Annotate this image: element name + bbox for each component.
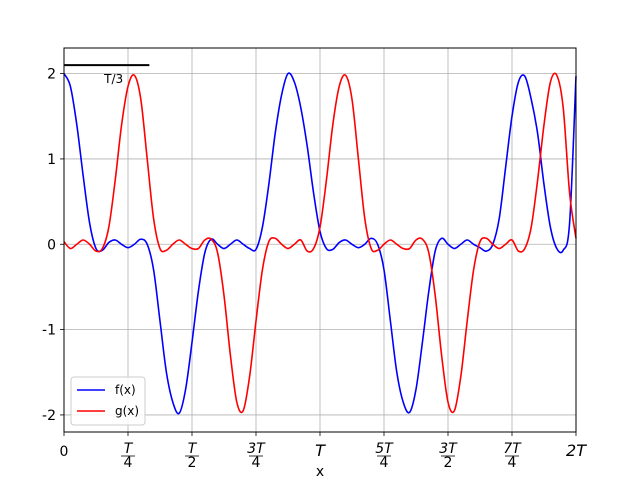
series-line-g <box>63 72 577 414</box>
legend: f(x) g(x) <box>70 376 146 426</box>
x-axis-label: x <box>316 464 324 480</box>
annotations: T/3 <box>64 64 150 86</box>
y-tick-label: 0 <box>47 237 56 253</box>
legend-box <box>70 376 146 426</box>
y-tick-label: 2 <box>47 67 56 83</box>
x-tick-label-numerator: 3T <box>247 441 266 457</box>
x-tick-label: 0 <box>60 444 69 460</box>
y-tick-label: -2 <box>42 408 56 424</box>
x-tick-label: 2T <box>566 441 587 460</box>
series-layer <box>63 72 577 415</box>
x-tick-label-numerator: 3T <box>439 441 458 457</box>
y-tick-label: -1 <box>42 323 56 339</box>
x-tick-label-numerator: 7T <box>503 441 522 457</box>
x-tick-label-denominator: 2 <box>444 455 453 471</box>
x-tick-label-denominator: 4 <box>124 455 133 471</box>
x-tick-label-denominator: 4 <box>508 455 517 471</box>
grid <box>63 48 577 432</box>
x-tick-label-denominator: 2 <box>188 455 197 471</box>
period-marker-label: T/3 <box>103 72 123 86</box>
legend-label-g: g(x) <box>115 404 139 418</box>
x-tick-label-numerator: T <box>124 441 134 457</box>
x-tick-label-denominator: 4 <box>380 455 389 471</box>
x-tick-label-numerator: 5T <box>375 441 394 457</box>
x-tick-label-numerator: T <box>188 441 198 457</box>
x-tick-label: T <box>315 441 326 460</box>
legend-label-f: f(x) <box>115 383 136 397</box>
x-tick-label-denominator: 4 <box>252 455 261 471</box>
y-tick-label: 1 <box>47 152 56 168</box>
